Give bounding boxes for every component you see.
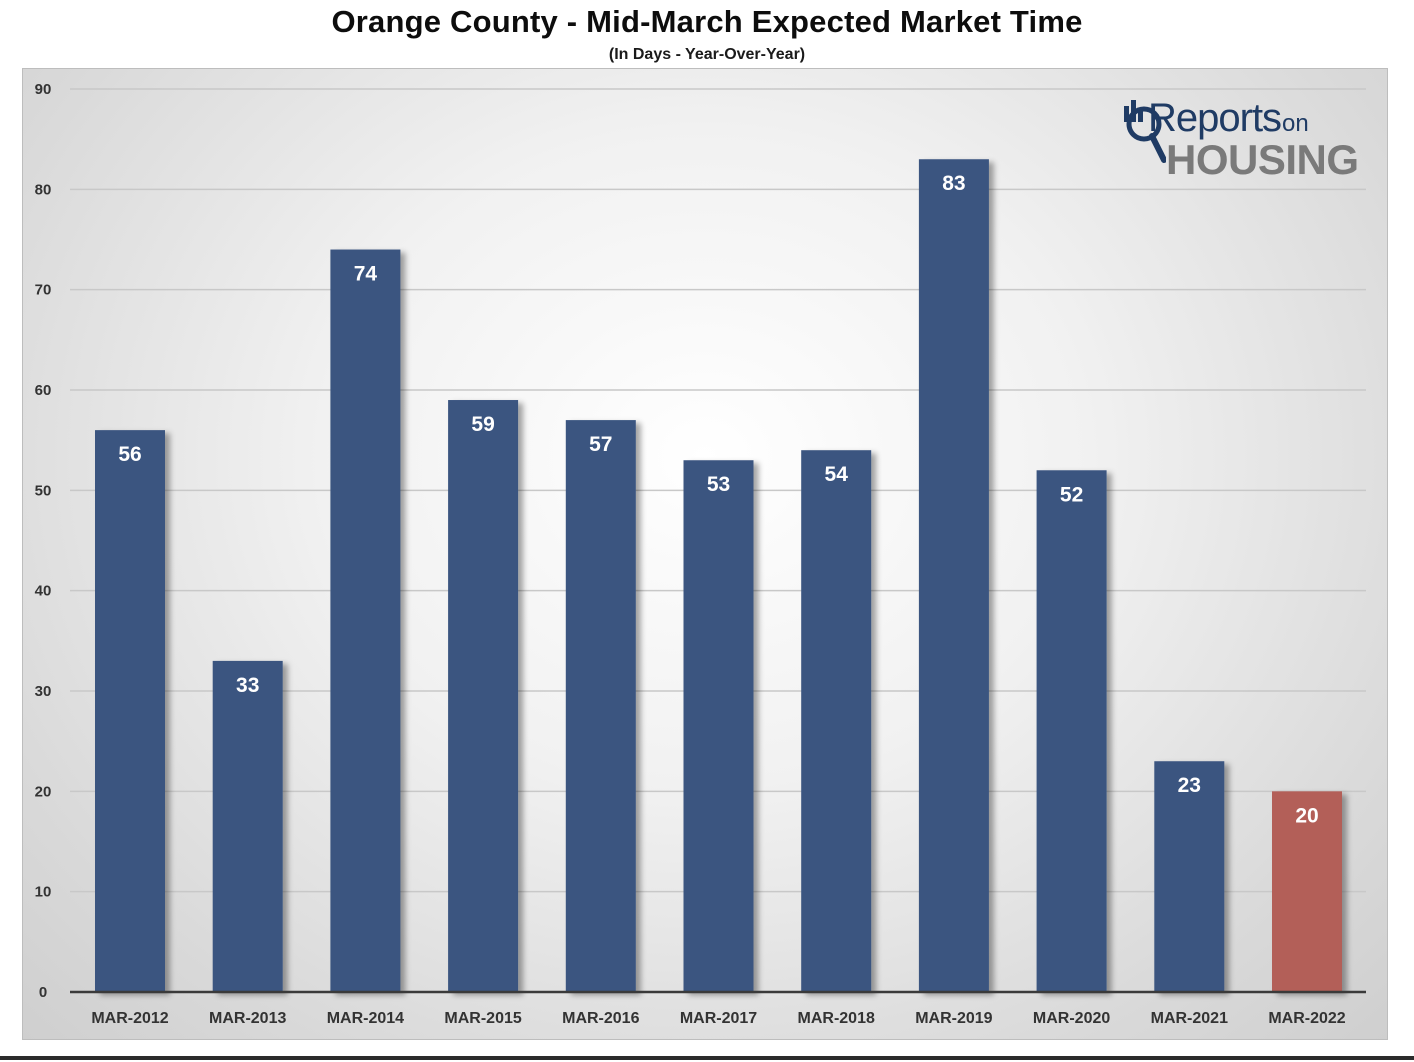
data-label: 57	[589, 433, 612, 456]
data-label: 59	[471, 413, 494, 436]
y-tick-label: 30	[35, 683, 52, 700]
logo-text-housing: HOUSING	[1166, 136, 1359, 183]
data-label: 33	[236, 674, 259, 697]
data-label: 52	[1060, 483, 1083, 506]
bar-mar-2020	[1036, 470, 1107, 992]
y-tick-label: 90	[35, 81, 52, 98]
bar-mar-2017	[683, 460, 754, 992]
x-tick-label: MAR-2017	[680, 1010, 757, 1027]
x-tick-label: MAR-2022	[1268, 1010, 1345, 1027]
y-tick-label: 10	[35, 884, 52, 901]
x-tick-label: MAR-2012	[91, 1010, 168, 1027]
bar-mar-2021	[1154, 761, 1225, 992]
bar-mar-2016	[565, 420, 636, 993]
reports-on-housing-logo: Reports on HOUSING	[1122, 96, 1362, 186]
chart-subtitle: (In Days - Year-Over-Year)	[608, 46, 806, 63]
data-label: 53	[707, 473, 730, 496]
y-tick-label: 20	[35, 783, 52, 800]
data-labels: 56 33 74 59 57 53 54 83 52 23 20	[118, 172, 1318, 827]
bottom-border	[0, 1056, 1414, 1060]
x-tick-label: MAR-2014	[327, 1010, 404, 1027]
data-label: 54	[825, 463, 849, 486]
y-tick-label: 60	[35, 382, 52, 399]
x-tick-label: MAR-2020	[1033, 1010, 1110, 1027]
y-tick-label: 70	[35, 282, 52, 299]
y-tick-label: 0	[39, 984, 47, 1001]
data-label: 56	[118, 443, 141, 466]
x-tick-label: MAR-2016	[562, 1010, 639, 1027]
magnifier-logo-icon	[1124, 100, 1166, 163]
x-tick-label: MAR-2018	[798, 1010, 875, 1027]
axes: 0 10 20 30 40 50 60 70 80 90 MAR-2012 MAR-2013 MAR-2…	[35, 81, 1366, 1027]
bar-mar-2014	[330, 249, 401, 993]
x-tick-label: MAR-2019	[915, 1010, 992, 1027]
data-label: 23	[1178, 774, 1201, 797]
data-label: 20	[1295, 804, 1318, 827]
bar-mar-2022	[1272, 791, 1342, 992]
bar-mar-2012	[95, 430, 165, 993]
logo-text-reports: Reports	[1148, 96, 1282, 140]
y-tick-label: 50	[35, 482, 52, 499]
bar-mar-2013	[212, 660, 283, 992]
x-tick-label: MAR-2013	[209, 1010, 286, 1027]
bar-mar-2018	[801, 450, 872, 992]
logo-text-on: on	[1282, 110, 1309, 137]
chart-title: Orange County - Mid-March Expected Marke…	[331, 4, 1083, 39]
data-label: 83	[942, 172, 965, 195]
x-tick-label: MAR-2015	[444, 1010, 521, 1027]
bars	[95, 159, 1342, 993]
data-label: 74	[354, 263, 378, 286]
x-tick-label: MAR-2021	[1151, 1010, 1228, 1027]
y-tick-label: 80	[35, 181, 52, 198]
y-tick-label: 40	[35, 583, 52, 600]
bar-mar-2019	[918, 159, 989, 992]
bar-mar-2015	[448, 400, 519, 992]
